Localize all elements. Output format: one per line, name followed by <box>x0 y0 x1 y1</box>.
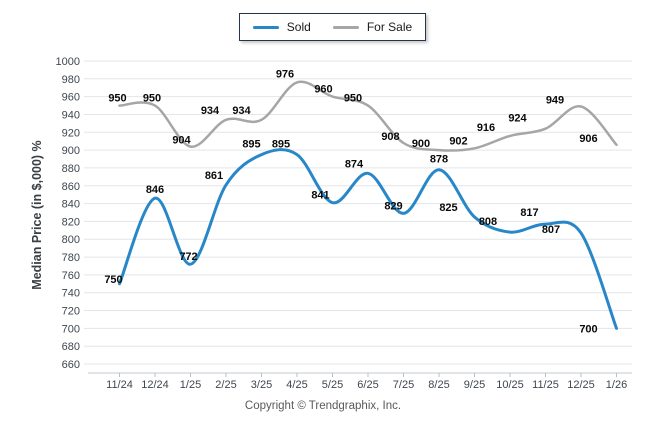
svg-text:780: 780 <box>62 252 80 264</box>
line-chart: 1000 980 960 940 920 900 880 860 840 820 800 780 760… <box>56 56 632 391</box>
svg-text:980: 980 <box>62 74 80 86</box>
svg-text:11/25: 11/25 <box>532 379 559 391</box>
svg-text:950: 950 <box>143 93 161 105</box>
svg-text:760: 760 <box>62 270 80 282</box>
svg-text:908: 908 <box>381 131 399 143</box>
svg-text:700: 700 <box>62 323 80 335</box>
sold-data-labels: 750 846 772 861 895 895 841 874 829 878 825 808 817 8… <box>104 139 597 336</box>
svg-text:1000: 1000 <box>56 56 80 68</box>
svg-text:10/25: 10/25 <box>496 379 524 391</box>
svg-text:860: 860 <box>62 181 80 193</box>
svg-text:924: 924 <box>508 113 527 125</box>
sold-line-swatch <box>252 25 279 29</box>
svg-text:7/25: 7/25 <box>393 379 414 391</box>
legend-item-for-sale: For Sale <box>332 20 413 34</box>
svg-text:5/25: 5/25 <box>322 379 343 391</box>
svg-text:920: 920 <box>62 127 80 139</box>
svg-text:740: 740 <box>62 288 80 300</box>
for-sale-line-swatch <box>332 25 359 29</box>
svg-text:904: 904 <box>172 135 191 147</box>
svg-text:902: 902 <box>449 135 467 147</box>
sold-line <box>118 148 618 330</box>
svg-text:820: 820 <box>62 216 80 228</box>
svg-text:2/25: 2/25 <box>215 379 236 391</box>
svg-text:12/24: 12/24 <box>141 379 169 391</box>
svg-text:6/25: 6/25 <box>357 379 378 391</box>
svg-text:960: 960 <box>62 92 80 104</box>
chart-legend: Sold For Sale <box>239 13 426 41</box>
copyright-text: Copyright © Trendgraphix, Inc. <box>244 400 402 412</box>
svg-text:960: 960 <box>314 84 332 96</box>
svg-text:829: 829 <box>384 200 402 212</box>
svg-text:976: 976 <box>276 68 294 80</box>
legend-label-for-sale: For Sale <box>366 20 413 34</box>
svg-text:800: 800 <box>62 234 80 246</box>
svg-text:861: 861 <box>205 170 223 182</box>
svg-text:934: 934 <box>201 105 220 117</box>
svg-text:11/24: 11/24 <box>106 379 133 391</box>
svg-text:680: 680 <box>62 341 80 353</box>
svg-text:840: 840 <box>62 199 80 211</box>
svg-text:878: 878 <box>430 154 448 166</box>
svg-text:841: 841 <box>311 190 329 202</box>
for-sale-line <box>118 80 618 152</box>
svg-text:895: 895 <box>242 139 260 151</box>
y-axis-tick-labels: 1000 980 960 940 920 900 880 860 840 820 800 780 760… <box>56 56 80 371</box>
svg-text:900: 900 <box>412 138 430 150</box>
svg-text:1/25: 1/25 <box>180 379 201 391</box>
legend-item-sold: Sold <box>252 20 311 34</box>
svg-text:4/25: 4/25 <box>286 379 307 391</box>
svg-text:846: 846 <box>146 184 164 196</box>
svg-text:3/25: 3/25 <box>251 379 272 391</box>
svg-text:950: 950 <box>344 93 362 105</box>
x-axis-tick-labels: 11/24 12/24 1/25 2/25 3/25 4/25 5/25 6/25 7/25 8/… <box>106 373 627 391</box>
svg-text:750: 750 <box>104 274 122 286</box>
svg-text:9/25: 9/25 <box>464 379 485 391</box>
svg-text:940: 940 <box>62 110 80 122</box>
svg-text:906: 906 <box>579 133 597 145</box>
svg-text:934: 934 <box>232 105 251 117</box>
svg-text:660: 660 <box>62 359 80 371</box>
for-sale-data-labels: 950 950 904 934 934 976 960 950 908 900 902 916 924 9… <box>108 68 597 150</box>
svg-text:895: 895 <box>272 139 290 151</box>
svg-text:880: 880 <box>62 163 80 175</box>
y-axis-title: Median Price (in $,000) % <box>30 140 44 290</box>
svg-text:1/26: 1/26 <box>606 379 627 391</box>
svg-text:916: 916 <box>477 122 495 134</box>
svg-text:825: 825 <box>439 202 457 214</box>
svg-text:808: 808 <box>479 216 497 228</box>
svg-text:950: 950 <box>108 93 126 105</box>
svg-text:12/25: 12/25 <box>567 379 595 391</box>
svg-text:772: 772 <box>179 251 197 263</box>
svg-text:700: 700 <box>579 323 597 335</box>
svg-text:817: 817 <box>520 207 538 219</box>
legend-label-sold: Sold <box>286 20 311 34</box>
svg-text:900: 900 <box>62 145 80 157</box>
svg-text:720: 720 <box>62 306 80 318</box>
svg-text:874: 874 <box>345 158 364 170</box>
svg-text:949: 949 <box>546 95 564 107</box>
svg-text:8/25: 8/25 <box>428 379 449 391</box>
svg-text:807: 807 <box>542 224 560 236</box>
